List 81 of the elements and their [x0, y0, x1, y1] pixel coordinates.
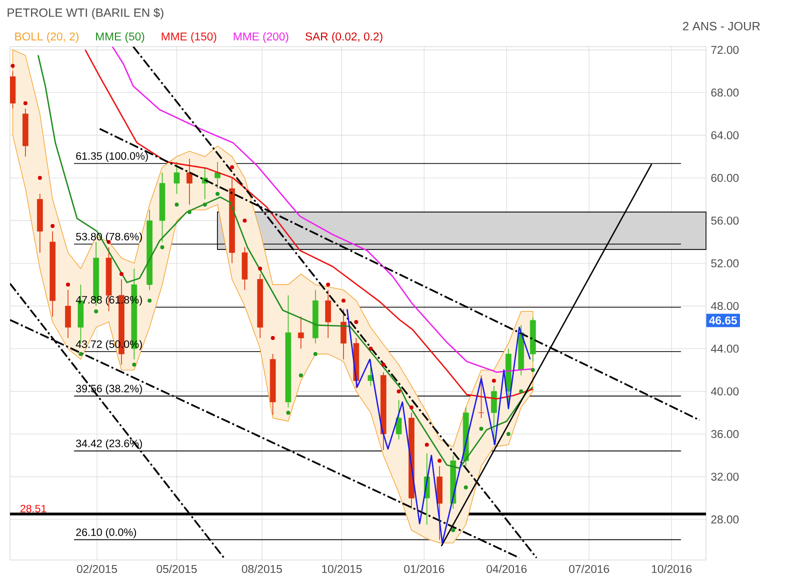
point — [409, 405, 414, 410]
point — [66, 282, 70, 287]
x-tick-label: 04/2016 — [486, 564, 527, 574]
point — [258, 266, 262, 271]
point — [506, 432, 510, 436]
point — [381, 362, 386, 367]
point — [174, 202, 179, 207]
point — [298, 373, 303, 378]
point — [313, 352, 318, 356]
point — [160, 245, 164, 250]
point — [451, 528, 456, 532]
point — [368, 346, 373, 351]
text: SAR (0.02, 0.2) — [306, 32, 382, 43]
point — [354, 320, 358, 324]
y-tick-label: 36.00 — [711, 430, 739, 438]
point — [38, 176, 42, 180]
point — [270, 336, 275, 340]
ref-line-label: 39.56 (38.2%) — [76, 384, 142, 394]
point — [94, 309, 98, 314]
point — [202, 202, 207, 207]
point — [396, 389, 401, 394]
point — [78, 352, 83, 356]
y-tick-label: 68.00 — [711, 88, 739, 97]
y-tick-label: 60.00 — [711, 174, 739, 182]
candlestick — [186, 158, 192, 205]
text: MME (150) — [162, 32, 216, 43]
point — [519, 389, 524, 394]
ref-line-label: 61.35 (100.0%) — [76, 152, 148, 162]
point — [187, 210, 192, 214]
chart-title: PETROLE WTI (BARIL EN $) — [8, 8, 164, 20]
x-tick-label: 10/2015 — [322, 564, 362, 574]
candlestick — [174, 162, 180, 194]
x-tick-label: 07/2016 — [569, 564, 610, 574]
candlestick — [298, 316, 304, 350]
y-tick-label: 64.00 — [711, 131, 739, 140]
x-tick-label: 10/2016 — [652, 564, 692, 574]
x-tick-label: 05/2015 — [156, 564, 197, 574]
text: MME (200) — [234, 32, 288, 43]
point — [424, 442, 429, 447]
point — [242, 218, 247, 223]
chart-subtitle: 2 ANS - JOUR — [683, 22, 760, 30]
point — [230, 165, 234, 170]
annotation: 46.65 — [709, 316, 737, 324]
candlestick — [396, 400, 402, 440]
y-tick-label: 28.00 — [711, 515, 739, 524]
point — [326, 282, 330, 287]
point — [10, 64, 15, 68]
point — [50, 224, 55, 228]
y-tick-label: 72.00 — [711, 46, 739, 54]
y-tick-label: 40.00 — [710, 387, 739, 396]
y-tick-label: 48.00 — [710, 302, 739, 310]
x-tick-label: 02/2015 — [76, 564, 118, 574]
point — [148, 298, 152, 303]
y-tick-label: 56.00 — [711, 216, 739, 225]
point — [438, 458, 442, 463]
candlestick — [65, 290, 71, 338]
ref-line-label: 26.10 (0.0%) — [76, 528, 136, 538]
point — [216, 192, 220, 196]
x-tick-label: 08/2015 — [242, 564, 282, 574]
point — [286, 410, 290, 415]
ref-line-label: 28.51 — [20, 504, 46, 512]
y-tick-label: 44.00 — [710, 344, 739, 353]
y-tick-label: 32.00 — [711, 472, 739, 481]
point — [119, 272, 124, 276]
y-tick-label: 52.00 — [711, 259, 739, 268]
candlestick — [340, 308, 346, 360]
x-tick-label: 01/2016 — [404, 564, 444, 574]
candlestick — [478, 374, 484, 418]
text: MME (50) — [96, 32, 144, 43]
point — [342, 298, 346, 303]
point — [23, 101, 28, 106]
point — [132, 362, 136, 367]
point — [492, 378, 496, 383]
point — [530, 368, 535, 372]
line-series — [37, 54, 534, 469]
line-series — [346, 308, 531, 544]
legend-label: BOLL (20, 2) — [15, 32, 78, 43]
candlestick — [491, 386, 497, 446]
point — [464, 485, 468, 490]
candlestick — [325, 290, 332, 338]
point — [479, 426, 484, 431]
